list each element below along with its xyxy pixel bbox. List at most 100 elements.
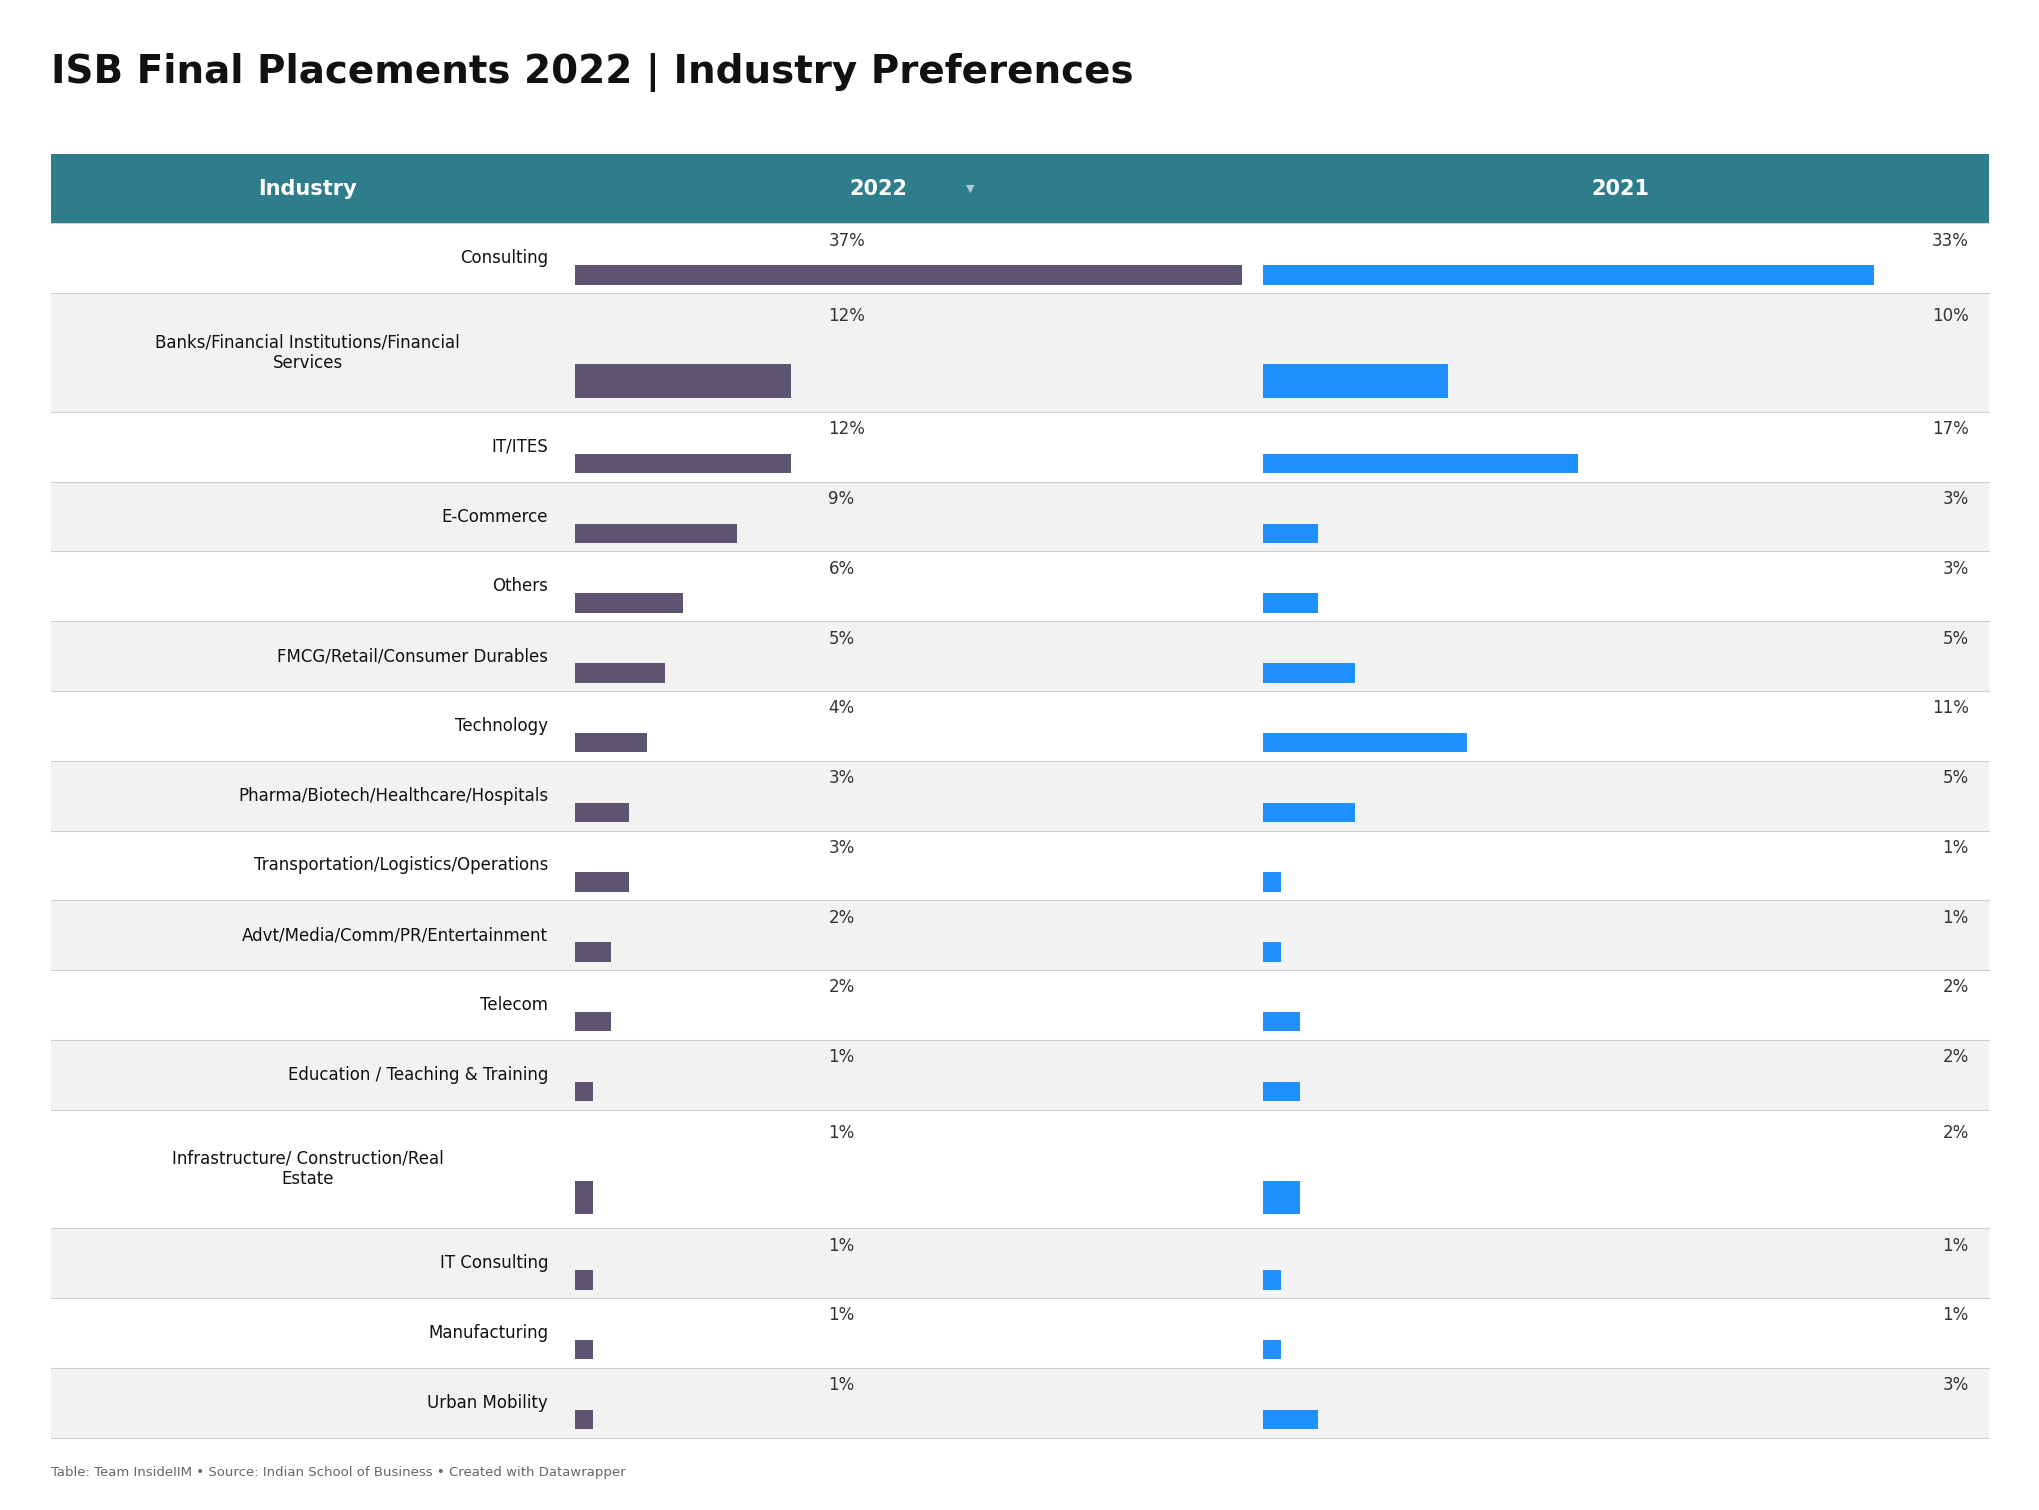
Text: Technology: Technology <box>455 717 548 735</box>
FancyBboxPatch shape <box>575 1339 593 1359</box>
FancyBboxPatch shape <box>1262 524 1317 544</box>
Text: ISB Final Placements 2022 | Industry Preferences: ISB Final Placements 2022 | Industry Pre… <box>51 53 1134 92</box>
Text: Telecom: Telecom <box>479 997 548 1013</box>
Text: 33%: 33% <box>1931 233 1968 249</box>
Text: 2%: 2% <box>1941 978 1968 997</box>
FancyBboxPatch shape <box>51 831 1988 900</box>
FancyBboxPatch shape <box>1262 1012 1299 1031</box>
Text: FMCG/Retail/Consumer Durables: FMCG/Retail/Consumer Durables <box>277 648 548 664</box>
Text: 12%: 12% <box>828 420 865 438</box>
Text: Manufacturing: Manufacturing <box>428 1324 548 1342</box>
FancyBboxPatch shape <box>1262 732 1466 752</box>
Text: Consulting: Consulting <box>461 249 548 267</box>
Text: ▼: ▼ <box>964 184 973 193</box>
FancyBboxPatch shape <box>575 873 628 892</box>
Text: 2%: 2% <box>828 909 854 927</box>
FancyBboxPatch shape <box>1262 1339 1280 1359</box>
FancyBboxPatch shape <box>575 524 736 544</box>
FancyBboxPatch shape <box>51 621 1988 692</box>
FancyBboxPatch shape <box>1262 1270 1280 1290</box>
FancyBboxPatch shape <box>575 1081 593 1101</box>
Text: IT Consulting: IT Consulting <box>440 1255 548 1271</box>
Text: 9%: 9% <box>828 491 854 507</box>
FancyBboxPatch shape <box>51 1228 1988 1299</box>
FancyBboxPatch shape <box>51 761 1988 830</box>
FancyBboxPatch shape <box>51 1299 1988 1368</box>
FancyBboxPatch shape <box>1262 266 1874 285</box>
FancyBboxPatch shape <box>575 266 1242 285</box>
FancyBboxPatch shape <box>575 1410 593 1428</box>
Text: 1%: 1% <box>828 1123 854 1142</box>
FancyBboxPatch shape <box>1262 453 1576 473</box>
FancyBboxPatch shape <box>51 692 1988 761</box>
Text: 3%: 3% <box>828 769 854 787</box>
Text: 1%: 1% <box>1941 840 1968 856</box>
Text: 1%: 1% <box>828 1048 854 1066</box>
FancyBboxPatch shape <box>51 551 1988 621</box>
FancyBboxPatch shape <box>51 969 1988 1040</box>
FancyBboxPatch shape <box>575 803 628 821</box>
FancyBboxPatch shape <box>575 663 665 683</box>
FancyBboxPatch shape <box>1262 593 1317 613</box>
Text: 2%: 2% <box>1941 1123 1968 1142</box>
Text: 5%: 5% <box>1941 630 1968 648</box>
Text: Industry: Industry <box>259 178 357 199</box>
FancyBboxPatch shape <box>51 412 1988 482</box>
Text: 17%: 17% <box>1931 420 1968 438</box>
Text: Pharma/Biotech/Healthcare/Hospitals: Pharma/Biotech/Healthcare/Hospitals <box>239 787 548 805</box>
Text: 3%: 3% <box>1941 1376 1968 1394</box>
FancyBboxPatch shape <box>575 732 646 752</box>
Text: 2%: 2% <box>1941 1048 1968 1066</box>
Text: 1%: 1% <box>828 1237 854 1255</box>
Text: 3%: 3% <box>1941 491 1968 507</box>
FancyBboxPatch shape <box>1262 364 1448 397</box>
FancyBboxPatch shape <box>575 453 791 473</box>
FancyBboxPatch shape <box>51 223 1988 293</box>
FancyBboxPatch shape <box>51 1368 1988 1438</box>
FancyBboxPatch shape <box>51 1040 1988 1110</box>
FancyBboxPatch shape <box>1262 663 1354 683</box>
FancyBboxPatch shape <box>51 293 1988 412</box>
FancyBboxPatch shape <box>1262 803 1354 821</box>
Text: 1%: 1% <box>1941 909 1968 927</box>
Text: 10%: 10% <box>1931 308 1968 326</box>
Text: 1%: 1% <box>1941 1237 1968 1255</box>
Text: 2022: 2022 <box>848 178 907 199</box>
Text: 2%: 2% <box>828 978 854 997</box>
FancyBboxPatch shape <box>51 154 1988 223</box>
FancyBboxPatch shape <box>575 1012 610 1031</box>
FancyBboxPatch shape <box>51 1110 1988 1228</box>
FancyBboxPatch shape <box>575 593 683 613</box>
Text: Transportation/Logistics/Operations: Transportation/Logistics/Operations <box>253 856 548 874</box>
FancyBboxPatch shape <box>1262 942 1280 962</box>
Text: Urban Mobility: Urban Mobility <box>428 1394 548 1412</box>
Text: 37%: 37% <box>828 233 865 249</box>
FancyBboxPatch shape <box>51 900 1988 969</box>
Text: 5%: 5% <box>1941 769 1968 787</box>
FancyBboxPatch shape <box>575 364 791 397</box>
Text: 3%: 3% <box>828 840 854 856</box>
Text: Education / Teaching & Training: Education / Teaching & Training <box>287 1066 548 1084</box>
Text: E-Commerce: E-Commerce <box>442 507 548 525</box>
Text: 1%: 1% <box>1941 1306 1968 1324</box>
Text: 11%: 11% <box>1931 699 1968 717</box>
FancyBboxPatch shape <box>575 1270 593 1290</box>
Text: 4%: 4% <box>828 699 854 717</box>
FancyBboxPatch shape <box>1262 873 1280 892</box>
Text: 12%: 12% <box>828 308 865 326</box>
FancyBboxPatch shape <box>1262 1081 1299 1101</box>
FancyBboxPatch shape <box>575 942 610 962</box>
FancyBboxPatch shape <box>51 482 1988 551</box>
Text: 6%: 6% <box>828 560 854 578</box>
FancyBboxPatch shape <box>575 1181 593 1214</box>
Text: IT/ITES: IT/ITES <box>491 438 548 456</box>
Text: 1%: 1% <box>828 1376 854 1394</box>
Text: Table: Team InsideIIM • Source: Indian School of Business • Created with Datawra: Table: Team InsideIIM • Source: Indian S… <box>51 1466 626 1478</box>
Text: Others: Others <box>491 577 548 595</box>
Text: 1%: 1% <box>828 1306 854 1324</box>
Text: Advt/Media/Comm/PR/Entertainment: Advt/Media/Comm/PR/Entertainment <box>243 926 548 944</box>
Text: 2021: 2021 <box>1590 178 1650 199</box>
FancyBboxPatch shape <box>1262 1410 1317 1428</box>
Text: 3%: 3% <box>1941 560 1968 578</box>
Text: Infrastructure/ Construction/Real
Estate: Infrastructure/ Construction/Real Estate <box>171 1149 442 1188</box>
